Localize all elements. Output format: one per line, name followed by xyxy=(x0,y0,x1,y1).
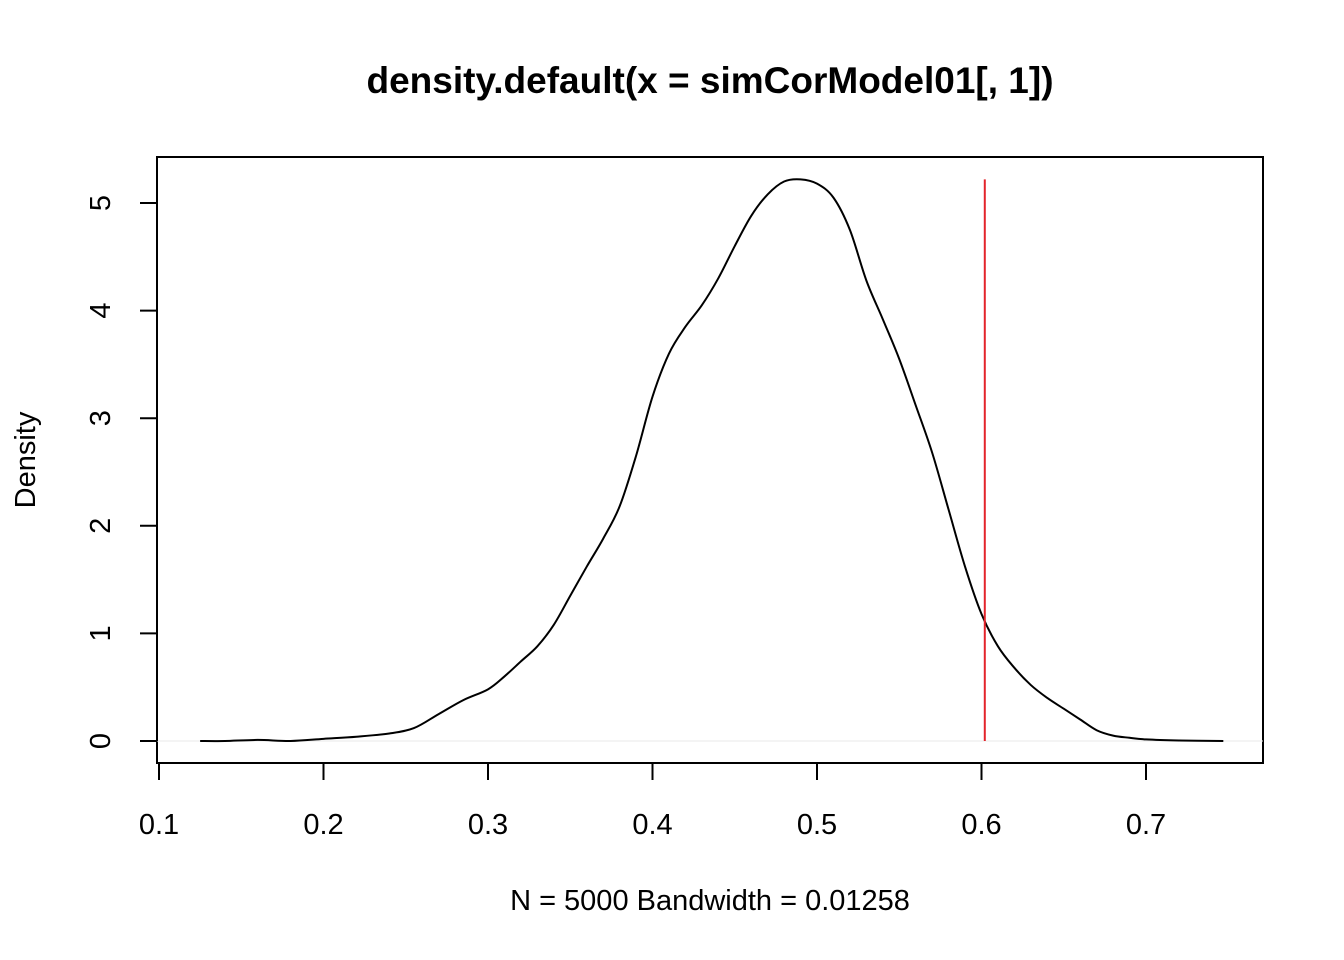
chart-title: density.default(x = simCorModel01[, 1]) xyxy=(366,60,1053,101)
y-tick-label: 2 xyxy=(85,518,117,534)
x-tick-label: 0.7 xyxy=(1126,809,1166,841)
x-tick-label: 0.1 xyxy=(139,809,179,841)
y-tick-label: 5 xyxy=(85,195,117,211)
x-tick-label: 0.5 xyxy=(797,809,837,841)
y-tick-label: 0 xyxy=(85,733,117,749)
y-axis: 0 1 2 3 4 5 xyxy=(85,195,158,749)
x-axis: 0.1 0.2 0.3 0.4 0.5 0.6 0.7 xyxy=(139,762,1166,841)
plot-area xyxy=(156,156,1264,764)
y-tick-label: 3 xyxy=(85,410,117,426)
x-tick-label: 0.3 xyxy=(468,809,508,841)
x-tick-label: 0.6 xyxy=(961,809,1001,841)
density-curve xyxy=(200,178,1224,743)
x-axis-label: N = 5000 Bandwidth = 0.01258 xyxy=(510,885,910,917)
x-tick-label: 0.2 xyxy=(303,809,343,841)
y-tick-label: 1 xyxy=(85,625,117,641)
y-tick-label: 4 xyxy=(85,303,117,319)
y-axis-label: Density xyxy=(10,411,42,508)
x-tick-label: 0.4 xyxy=(632,809,672,841)
